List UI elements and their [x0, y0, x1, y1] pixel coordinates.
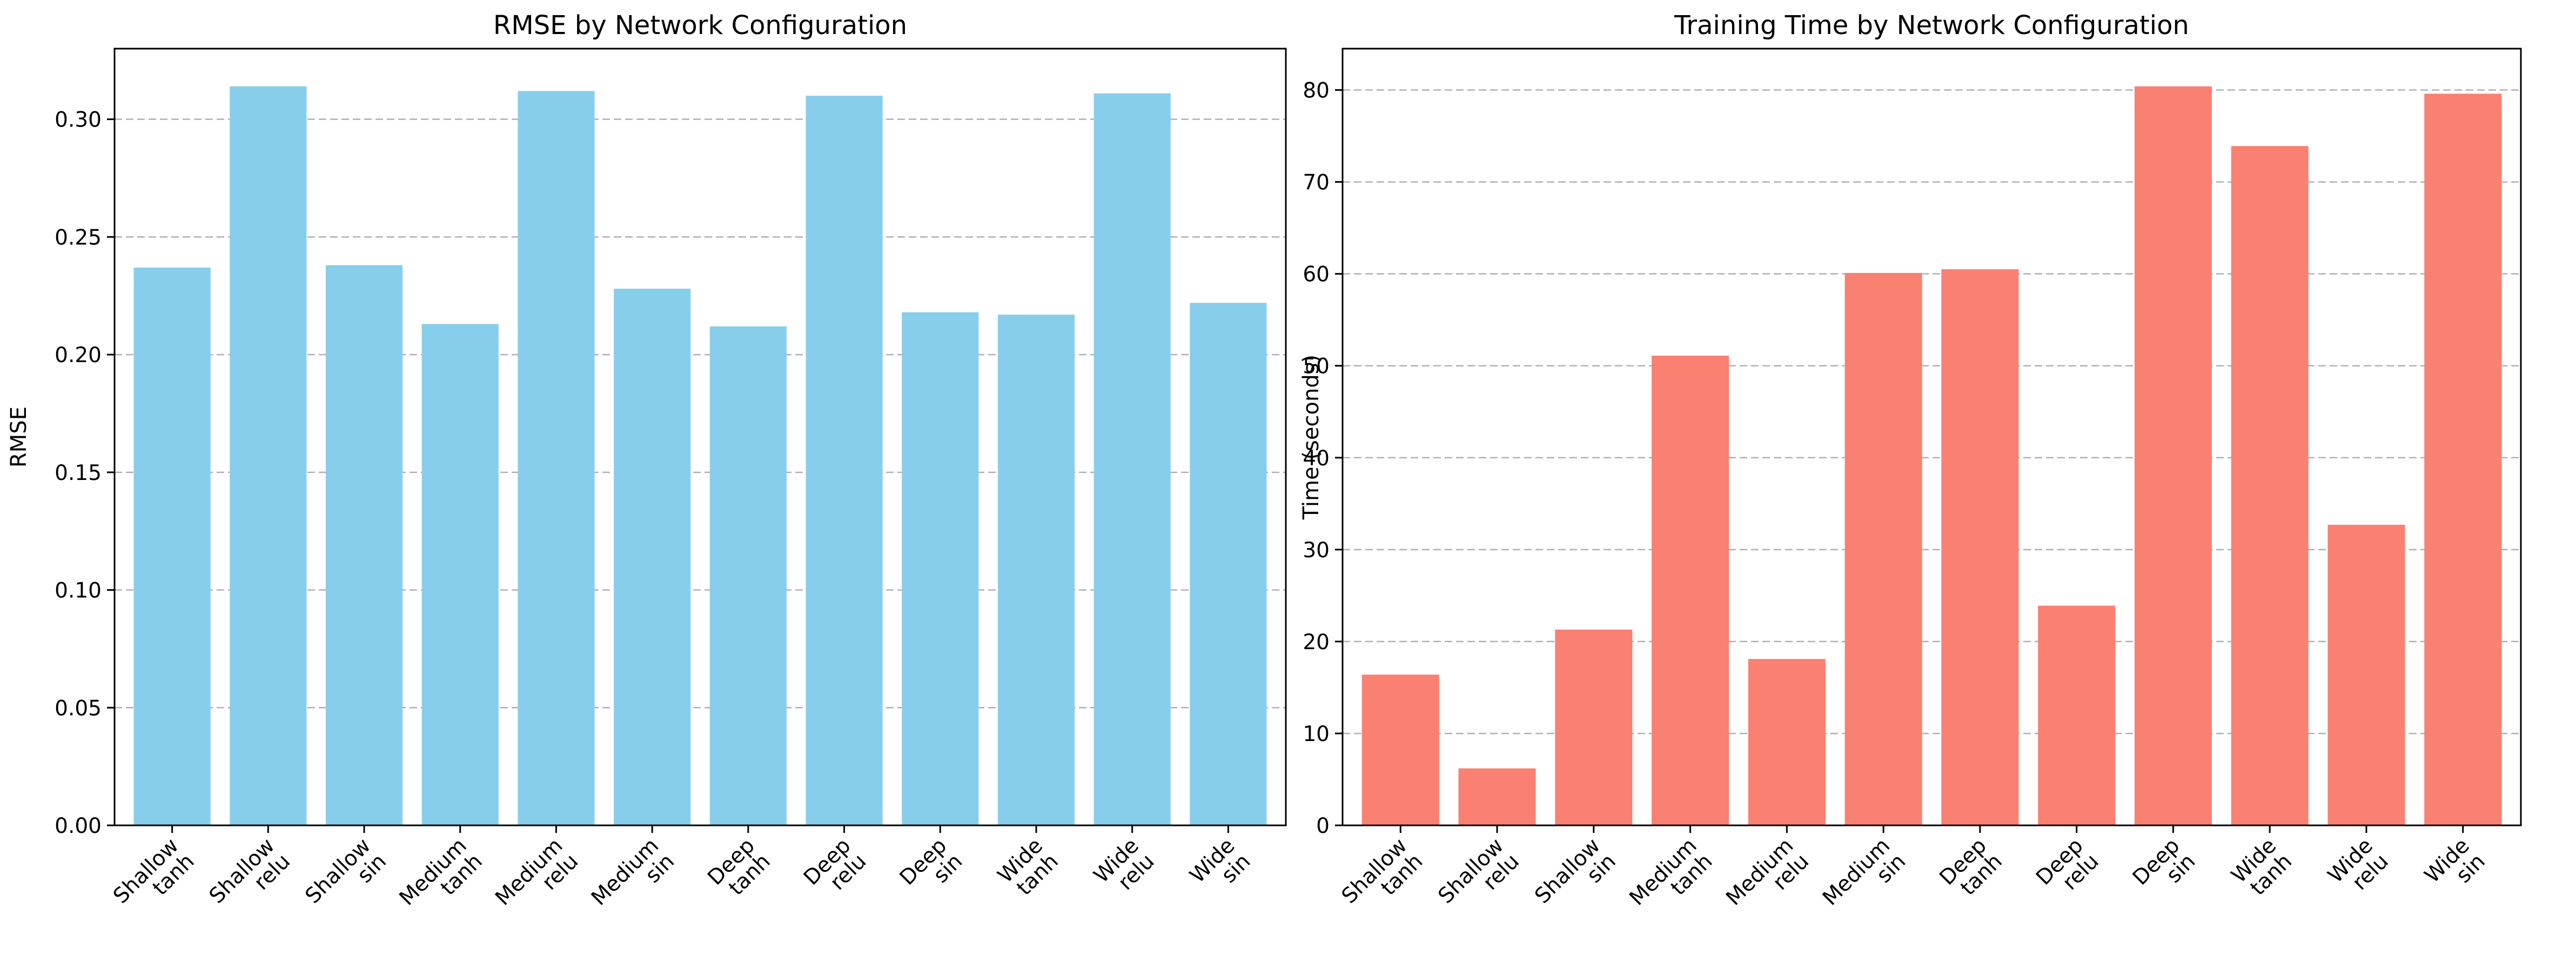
rmse-ylabel: RMSE — [6, 406, 31, 468]
time-xtick-label: Shallowrelu — [1434, 833, 1524, 924]
rmse-bar — [325, 265, 403, 826]
time-xtick-label: Widerelu — [2323, 833, 2393, 904]
time-chart-title: Training Time by Network Configuration — [1674, 10, 2189, 41]
rmse-chart-title: RMSE by Network Configuration — [493, 10, 907, 41]
rmse-ytick-label: 0.00 — [55, 814, 102, 838]
rmse-bar — [230, 86, 307, 825]
time-bar — [2038, 605, 2116, 825]
time-xtick-label: Mediumrelu — [1721, 833, 1814, 926]
time-xtick-label: Mediumsin — [1818, 833, 1910, 926]
time-ytick-label: 60 — [1303, 263, 1330, 287]
time-bar — [2134, 86, 2212, 826]
time-ytick-label: 40 — [1303, 446, 1330, 471]
rmse-bar — [421, 324, 499, 825]
rmse-bar — [133, 267, 211, 826]
time-bar — [1652, 355, 1729, 825]
time-ytick-label: 80 — [1303, 79, 1330, 103]
time-bar — [1458, 768, 1536, 825]
time-bar — [1748, 659, 1826, 825]
rmse-bar — [1094, 93, 1171, 826]
time-xtick-label: Deeprelu — [2031, 833, 2103, 905]
time-ytick-label: 0 — [1316, 814, 1330, 838]
rmse-axes-frame — [113, 48, 1287, 826]
rmse-xtick-label: Deeptanh — [703, 833, 775, 905]
time-ytick-label: 20 — [1303, 630, 1330, 655]
rmse-xtick-label: Mediumtanh — [395, 833, 487, 926]
rmse-ytick-label: 0.10 — [55, 579, 102, 603]
rmse-ytick-label: 0.30 — [55, 108, 102, 132]
rmse-ytick-label: 0.25 — [55, 225, 102, 250]
rmse-bar — [709, 326, 787, 825]
time-ytick-label: 70 — [1303, 171, 1330, 195]
rmse-xtick-label: Mediumsin — [587, 833, 679, 926]
time-bar — [1844, 272, 1922, 826]
time-ytick-label: 10 — [1303, 722, 1330, 746]
time-xtick-label: Mediumtanh — [1625, 833, 1718, 926]
rmse-xtick-label: Shallowsin — [301, 833, 391, 924]
rmse-bar — [518, 91, 595, 825]
rmse-ytick-label: 0.05 — [55, 696, 102, 720]
rmse-bar — [1190, 303, 1267, 825]
time-xtick-label: Deeptanh — [1935, 833, 2007, 905]
rmse-bar — [806, 96, 883, 825]
rmse-xtick-label: Deeprelu — [799, 833, 871, 905]
rmse-ytick-label: 0.15 — [55, 461, 102, 485]
time-xtick-label: Shallowtanh — [1337, 833, 1427, 924]
time-ytick-label: 30 — [1303, 538, 1330, 563]
time-ylabel: Time (seconds) — [1299, 355, 1324, 520]
rmse-xtick-label: Deepsin — [895, 833, 967, 905]
time-xtick-label: Deepsin — [2128, 833, 2200, 905]
rmse-xtick-label: Widetanh — [993, 833, 1063, 904]
rmse-xtick-label: Widesin — [1185, 833, 1256, 904]
time-bar — [1555, 629, 1633, 825]
time-bar — [1941, 269, 2019, 826]
rmse-bar — [997, 315, 1075, 825]
time-bar — [1361, 675, 1439, 825]
time-xtick-label: Widetanh — [2227, 833, 2297, 904]
rmse-xtick-label: Shallowtanh — [109, 833, 199, 924]
rmse-xtick-label: Mediumrelu — [491, 833, 583, 926]
time-xtick-label: Shallowsin — [1530, 833, 1620, 924]
time-bar — [2327, 524, 2405, 825]
rmse-xtick-label: Shallowrelu — [205, 833, 295, 924]
time-ytick-label: 50 — [1303, 355, 1330, 379]
time-bar — [2424, 94, 2502, 826]
time-xtick-label: Widesin — [2420, 833, 2490, 904]
rmse-bar — [902, 312, 979, 825]
rmse-xtick-label: Widerelu — [1089, 833, 1159, 904]
time-axes-frame — [1341, 48, 2522, 826]
rmse-bar — [614, 289, 691, 825]
rmse-ytick-label: 0.20 — [55, 343, 102, 368]
time-chart: 0 10 20 30 40 50 60 70 80 Shallowtanh Shallowrelu S… — [1299, 10, 2522, 926]
time-bar — [2231, 146, 2309, 826]
